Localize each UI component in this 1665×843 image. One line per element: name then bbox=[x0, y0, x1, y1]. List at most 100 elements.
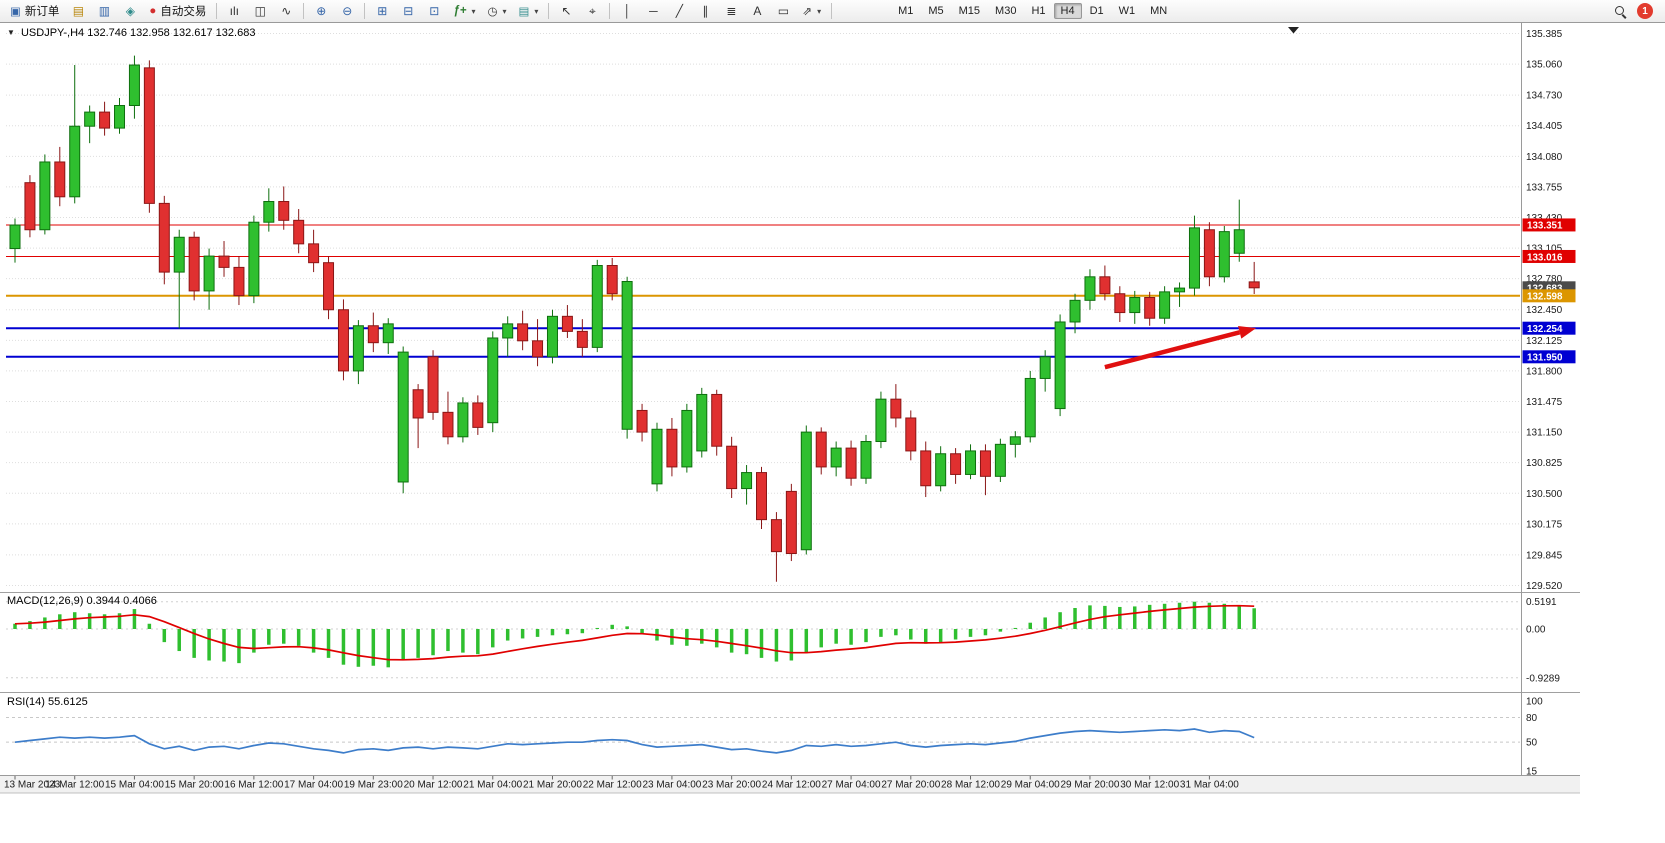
search-icon[interactable] bbox=[1614, 5, 1627, 18]
svg-text:131.150: 131.150 bbox=[1526, 428, 1563, 439]
svg-text:132.683: 132.683 bbox=[1527, 284, 1563, 295]
chevron-down-icon: ▾ bbox=[817, 6, 822, 16]
timeframe-toolbar: M1 M5 M15 M30 H1 H4 D1 W1 MN bbox=[891, 3, 1174, 19]
cursor-tool-icon[interactable]: ↖ bbox=[561, 4, 572, 18]
timeframe-d1-button[interactable]: D1 bbox=[1089, 5, 1104, 17]
svg-text:13 Mar 2023: 13 Mar 2023 bbox=[4, 780, 61, 791]
timeframe-w1-button[interactable]: W1 bbox=[1118, 5, 1136, 17]
svg-text:24 Mar 12:00: 24 Mar 12:00 bbox=[762, 780, 821, 791]
market-watch-icon[interactable]: ▤ bbox=[72, 4, 85, 18]
svg-text:129.845: 129.845 bbox=[1526, 550, 1563, 561]
svg-text:0.5191: 0.5191 bbox=[1526, 597, 1557, 608]
svg-text:14 Mar 12:00: 14 Mar 12:00 bbox=[45, 780, 104, 791]
trend-arrow[interactable] bbox=[1104, 326, 1257, 370]
timeframe-m15-button[interactable]: M15 bbox=[958, 5, 981, 17]
rsi-label: RSI(14) bbox=[7, 696, 45, 708]
timeframe-mn-button[interactable]: MN bbox=[1150, 5, 1168, 17]
rsi-value: 55.6125 bbox=[47, 696, 88, 708]
text-tool-icon[interactable]: A bbox=[753, 4, 762, 18]
chart-menu-icon[interactable]: ▼ bbox=[7, 28, 15, 37]
cascade-windows-icon[interactable]: ⊟ bbox=[403, 4, 414, 18]
channel-tool-icon[interactable]: ∥ bbox=[702, 4, 709, 18]
svg-text:15: 15 bbox=[1526, 766, 1538, 777]
horizontal-line-tool-icon[interactable]: ─ bbox=[649, 4, 658, 18]
shapes-button[interactable]: ⇗ ▾ bbox=[796, 1, 827, 22]
data-window-icon[interactable]: ▥ bbox=[98, 4, 111, 18]
macd-header: MACD(12,26,9) 0.3944 0.4066 bbox=[7, 595, 157, 607]
svg-text:134.080: 134.080 bbox=[1526, 152, 1563, 163]
periods-button[interactable]: ◷ ▾ bbox=[481, 1, 512, 22]
svg-text:15 Mar 20:00: 15 Mar 20:00 bbox=[165, 780, 224, 791]
svg-text:129.520: 129.520 bbox=[1526, 581, 1563, 592]
svg-text:133.105: 133.105 bbox=[1526, 244, 1563, 255]
new-order-icon: ▣ bbox=[10, 6, 21, 18]
candlestick-chart-icon[interactable]: ◫ bbox=[254, 4, 266, 18]
timeframe-h4-button[interactable]: H4 bbox=[1053, 3, 1082, 19]
svg-text:27 Mar 04:00: 27 Mar 04:00 bbox=[822, 780, 881, 791]
autotrading-button[interactable]: ● 自动交易 bbox=[143, 1, 212, 22]
toolbar-separator bbox=[831, 3, 833, 19]
candles-layer bbox=[9, 55, 1260, 582]
toolbar-separator bbox=[609, 3, 611, 19]
vertical-line-tool-icon[interactable]: │ bbox=[623, 4, 632, 18]
timeframe-m1-button[interactable]: M1 bbox=[898, 5, 914, 17]
indicators-button[interactable]: ƒ+ ▾ bbox=[447, 1, 481, 22]
navigator-icon[interactable]: ◈ bbox=[125, 4, 135, 18]
notification-badge[interactable]: 1 bbox=[1637, 3, 1653, 19]
label-tool-icon[interactable]: ▭ bbox=[777, 4, 790, 18]
svg-text:132.254: 132.254 bbox=[1527, 324, 1563, 335]
chart-title: USDJPY-,H4 bbox=[20, 27, 85, 39]
bar-chart-icon[interactable]: ılı bbox=[229, 4, 239, 18]
macd-panel: 0.5191 0.00 -0.9289 bbox=[6, 597, 1560, 684]
price-grid: 135.385 135.060 134.730 134.405 134.080 133.7… bbox=[6, 29, 1563, 592]
svg-text:-0.9289: -0.9289 bbox=[1526, 673, 1560, 684]
chart-shift-marker-icon[interactable] bbox=[1288, 27, 1299, 34]
chart-canvas[interactable]: 135.385 135.060 134.730 134.405 134.080 133.7… bbox=[0, 23, 1665, 843]
svg-text:16 Mar 12:00: 16 Mar 12:00 bbox=[224, 780, 283, 791]
arrange-windows-icon[interactable]: ⊡ bbox=[429, 4, 440, 18]
rsi-header: RSI(14) 55.6125 bbox=[7, 696, 88, 708]
tile-windows-icon[interactable]: ⊞ bbox=[377, 4, 388, 18]
svg-text:27 Mar 20:00: 27 Mar 20:00 bbox=[881, 780, 940, 791]
svg-text:133.016: 133.016 bbox=[1527, 252, 1563, 263]
svg-text:131.475: 131.475 bbox=[1526, 397, 1563, 408]
new-order-label: 新订单 bbox=[24, 6, 60, 18]
svg-text:80: 80 bbox=[1526, 713, 1538, 724]
svg-text:133.351: 133.351 bbox=[1527, 221, 1563, 232]
svg-text:134.405: 134.405 bbox=[1526, 121, 1563, 132]
chevron-down-icon: ▾ bbox=[534, 6, 539, 16]
timeframe-m30-button[interactable]: M30 bbox=[995, 5, 1017, 17]
macd-values: 0.3944 0.4066 bbox=[86, 595, 157, 607]
svg-text:15 Mar 04:00: 15 Mar 04:00 bbox=[105, 780, 164, 791]
svg-text:0.00: 0.00 bbox=[1526, 625, 1546, 636]
toolbar-separator bbox=[548, 3, 550, 19]
chevron-down-icon: ▾ bbox=[502, 6, 507, 16]
crosshair-tool-icon[interactable]: ⌖ bbox=[589, 3, 596, 18]
toolbar-separator bbox=[364, 3, 366, 19]
svg-text:132.780: 132.780 bbox=[1526, 274, 1563, 285]
new-order-button[interactable]: ▣ 新订单 bbox=[4, 1, 65, 22]
macd-label: MACD(12,26,9) bbox=[7, 595, 84, 607]
timeframe-m5-button[interactable]: M5 bbox=[928, 5, 944, 17]
toolbar-separator bbox=[303, 3, 305, 19]
fibonacci-tool-icon[interactable]: ≣ bbox=[726, 4, 737, 18]
svg-text:132.450: 132.450 bbox=[1526, 305, 1563, 316]
svg-text:19 Mar 23:00: 19 Mar 23:00 bbox=[344, 780, 403, 791]
template-icon: ▤ bbox=[518, 6, 530, 18]
autotrading-icon: ● bbox=[149, 5, 157, 17]
timeframe-h1-button[interactable]: H1 bbox=[1031, 5, 1046, 17]
svg-text:29 Mar 04:00: 29 Mar 04:00 bbox=[1001, 780, 1060, 791]
svg-text:21 Mar 20:00: 21 Mar 20:00 bbox=[523, 780, 582, 791]
zoom-out-icon[interactable]: ⊖ bbox=[342, 4, 353, 18]
zoom-in-icon[interactable]: ⊕ bbox=[316, 4, 327, 18]
line-chart-icon[interactable]: ∿ bbox=[281, 4, 292, 18]
indicators-icon: ƒ+ bbox=[453, 5, 467, 17]
trendline-tool-icon[interactable]: ╱ bbox=[675, 4, 684, 18]
chart-ohlc: 132.746 132.958 132.617 132.683 bbox=[87, 27, 256, 39]
svg-text:31 Mar 04:00: 31 Mar 04:00 bbox=[1180, 780, 1239, 791]
panel-frames bbox=[0, 23, 1580, 793]
svg-text:100: 100 bbox=[1526, 697, 1543, 708]
template-button[interactable]: ▤ ▾ bbox=[513, 1, 545, 22]
